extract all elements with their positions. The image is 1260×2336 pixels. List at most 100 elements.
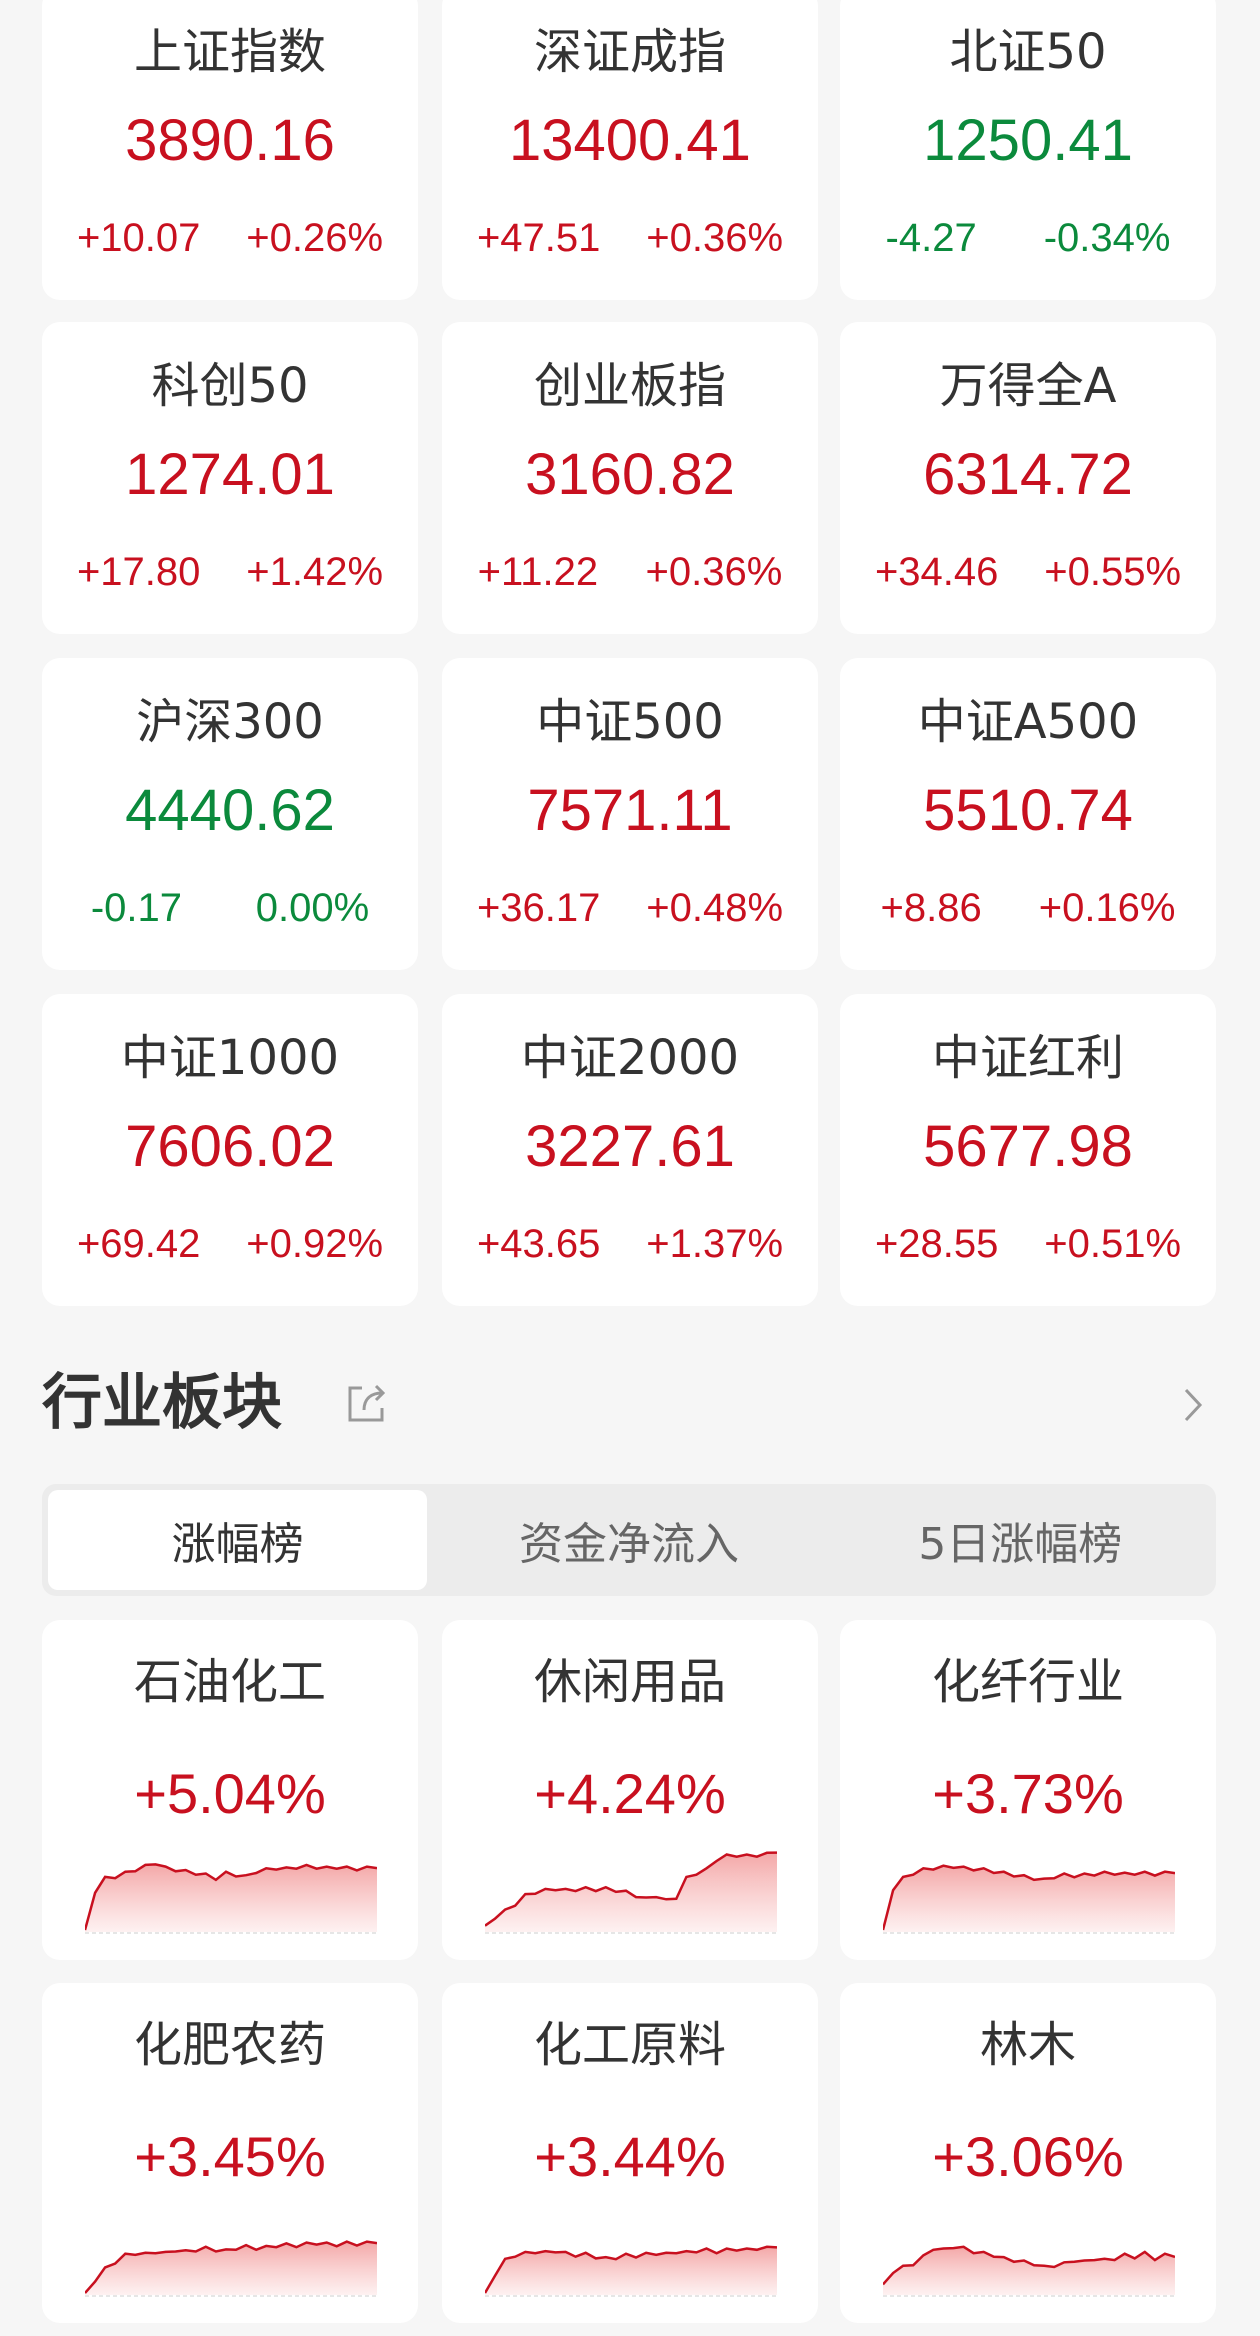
index-name: 中证A500	[917, 694, 1139, 750]
index-change-pct: +1.42%	[246, 550, 384, 594]
index-value: 6314.72	[923, 442, 1133, 507]
index-change-pct: +0.26%	[246, 216, 384, 260]
index-change: +69.42	[76, 1222, 201, 1266]
sector-sparkline	[85, 1863, 377, 1934]
index-value: 1274.01	[125, 442, 335, 507]
sparkline-area	[883, 1865, 1175, 1932]
sector-pct: +3.44%	[534, 2125, 726, 2188]
sparkline-area	[85, 2241, 377, 2295]
index-value: 3160.82	[525, 442, 735, 507]
sparkline-line	[883, 2245, 1175, 2286]
index-change-row: +47.51 +0.36%	[442, 213, 818, 263]
sector-card[interactable]: 石油化工 +5.04%	[42, 1620, 418, 1960]
index-card[interactable]: 万得全A 6314.72 +34.46 +0.55%	[840, 322, 1216, 634]
sparkline-area	[485, 1852, 777, 1932]
sparkline-area	[883, 2246, 1175, 2295]
sector-pct: +3.45%	[134, 2125, 326, 2188]
index-card[interactable]: 中证2000 3227.61 +43.65 +1.37%	[442, 994, 818, 1306]
index-card[interactable]: 中证500 7571.11 +36.17 +0.48%	[442, 658, 818, 970]
index-change: +47.51	[476, 216, 601, 260]
index-name: 北证50	[949, 24, 1107, 80]
index-name: 中证2000	[520, 1030, 740, 1086]
sparkline-area	[485, 2246, 777, 2295]
sector-name: 化纤行业	[931, 1654, 1124, 1710]
index-change-row: +28.55 +0.51%	[840, 1219, 1216, 1269]
index-card[interactable]: 科创50 1274.01 +17.80 +1.42%	[42, 322, 418, 634]
sparkline-line	[883, 1864, 1175, 1931]
index-value: 3890.16	[125, 108, 335, 173]
sector-card[interactable]: 林木 +3.06%	[840, 1983, 1216, 2323]
index-name: 中证红利	[931, 1030, 1124, 1086]
index-card[interactable]: 中证A500 5510.74 +8.86 +0.16%	[840, 658, 1216, 970]
index-change-row: +69.42 +0.92%	[42, 1219, 418, 1269]
sector-sparkline	[883, 1864, 1175, 1934]
index-change: +11.22	[477, 550, 599, 594]
share-icon[interactable]	[344, 1380, 390, 1426]
index-change: -0.17	[90, 886, 183, 930]
sector-sparkline	[485, 2245, 777, 2297]
index-card[interactable]: 中证1000 7606.02 +69.42 +0.92%	[42, 994, 418, 1306]
index-card[interactable]: 上证指数 3890.16 +10.07 +0.26%	[42, 0, 418, 300]
sparkline-line	[85, 1863, 377, 1931]
index-change-pct: +0.92%	[246, 1222, 384, 1266]
sector-tabs: 涨幅榜 资金净流入 5日涨幅榜	[42, 1484, 1216, 1596]
index-name: 深证成指	[533, 24, 726, 80]
index-change-pct: +0.36%	[645, 550, 783, 594]
sector-pct: +4.24%	[534, 1762, 726, 1825]
index-change: +43.65	[476, 1222, 601, 1266]
index-change: +34.46	[874, 550, 999, 594]
sector-card[interactable]: 化工原料 +3.44%	[442, 1983, 818, 2323]
tab-gainers[interactable]: 涨幅榜	[48, 1490, 428, 1590]
index-card[interactable]: 中证红利 5677.98 +28.55 +0.51%	[840, 994, 1216, 1306]
index-change-row: -4.27 -0.34%	[840, 213, 1216, 263]
sector-name: 休闲用品	[533, 1654, 726, 1710]
index-card[interactable]: 创业板指 3160.82 +11.22 +0.36%	[442, 322, 818, 634]
index-change-pct: +1.37%	[646, 1222, 784, 1266]
sector-pct: +3.73%	[932, 1762, 1124, 1825]
index-change-row: +43.65 +1.37%	[442, 1219, 818, 1269]
sector-pct: +3.06%	[932, 2125, 1124, 2188]
sector-card[interactable]: 休闲用品 +4.24%	[442, 1620, 818, 1960]
sector-sparkline	[485, 1851, 777, 1934]
index-card[interactable]: 沪深300 4440.62 -0.17 0.00%	[42, 658, 418, 970]
index-change-pct: 0.00%	[255, 886, 370, 930]
sparkline-line	[85, 2240, 377, 2294]
index-name: 创业板指	[533, 358, 726, 414]
sector-name: 化工原料	[533, 2017, 726, 2073]
index-change-pct: -0.34%	[1043, 216, 1171, 260]
index-change: +10.07	[76, 216, 201, 260]
index-value: 4440.62	[125, 778, 335, 843]
index-name: 沪深300	[136, 694, 324, 750]
index-value: 5510.74	[923, 778, 1133, 843]
sector-sparkline	[883, 2245, 1175, 2297]
sector-name: 化肥农药	[133, 2017, 326, 2073]
index-change-row: +8.86 +0.16%	[840, 883, 1216, 933]
sparkline-line	[485, 2245, 777, 2294]
sparkline-line	[485, 1851, 777, 1927]
tab-net-inflow[interactable]: 资金净流入	[518, 1519, 739, 1570]
index-change-pct: +0.36%	[646, 216, 784, 260]
index-value: 7606.02	[125, 1114, 335, 1179]
index-change: +8.86	[880, 886, 982, 930]
index-card[interactable]: 北证50 1250.41 -4.27 -0.34%	[840, 0, 1216, 300]
sector-card[interactable]: 化纤行业 +3.73%	[840, 1620, 1216, 1960]
sector-card[interactable]: 化肥农药 +3.45%	[42, 1983, 418, 2323]
index-change: +17.80	[76, 550, 201, 594]
index-value: 3227.61	[525, 1114, 735, 1179]
sparkline-area	[85, 1864, 377, 1932]
index-change: -4.27	[885, 216, 977, 260]
index-change-row: +34.46 +0.55%	[840, 547, 1216, 597]
index-name: 中证1000	[120, 1030, 340, 1086]
index-change-row: +17.80 +1.42%	[42, 547, 418, 597]
index-name: 中证500	[536, 694, 724, 750]
chevron-right-icon[interactable]	[1178, 1384, 1208, 1426]
index-change-pct: +0.48%	[646, 886, 784, 930]
index-change-pct: +0.51%	[1044, 1222, 1182, 1266]
sector-name: 林木	[979, 2017, 1076, 2073]
index-value: 1250.41	[923, 108, 1133, 173]
tab-5day-gainers[interactable]: 5日涨幅榜	[918, 1519, 1123, 1570]
index-change-row: +10.07 +0.26%	[42, 213, 418, 263]
index-change-pct: +0.16%	[1038, 886, 1176, 930]
index-change-row: +11.22 +0.36%	[442, 547, 818, 597]
index-card[interactable]: 深证成指 13400.41 +47.51 +0.36%	[442, 0, 818, 300]
